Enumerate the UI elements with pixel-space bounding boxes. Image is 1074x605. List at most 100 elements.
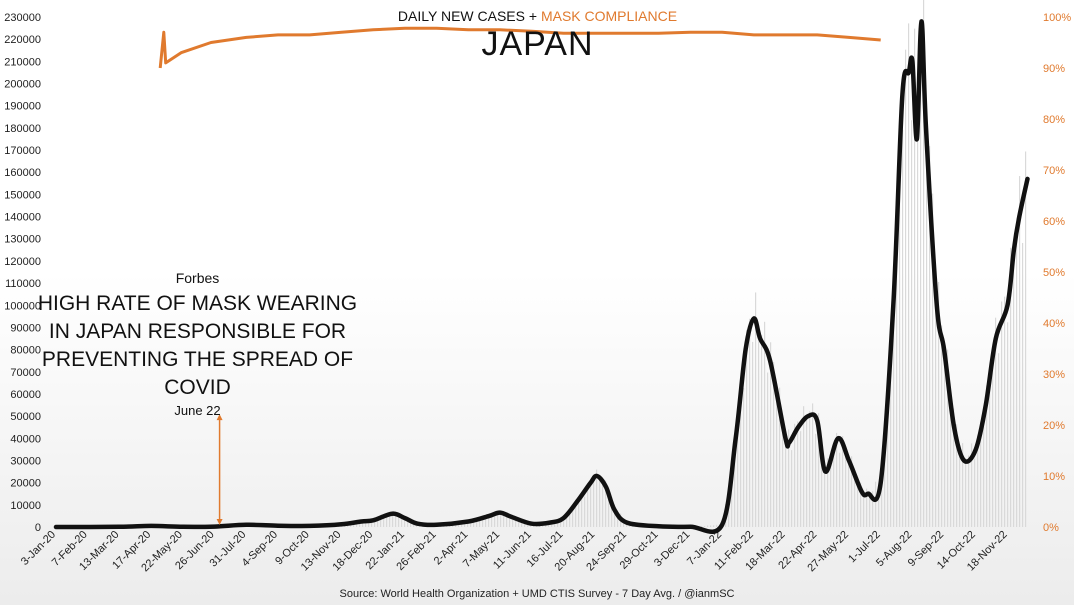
left-tick-label: 120000 xyxy=(4,256,41,268)
daily-bar xyxy=(1016,225,1018,527)
daily-bar xyxy=(854,474,856,527)
daily-bar xyxy=(353,523,355,527)
daily-bar xyxy=(800,431,802,527)
left-axis: 0 10000 20000 30000 40000 50000 60000 70000 8000… xyxy=(4,12,41,534)
daily-bar xyxy=(368,521,370,527)
daily-bar xyxy=(737,424,739,527)
left-tick-label: 200000 xyxy=(4,79,41,91)
daily-bar xyxy=(884,425,886,527)
left-tick-label: 220000 xyxy=(4,34,41,46)
left-tick-label: 100000 xyxy=(4,300,41,312)
left-tick-label: 180000 xyxy=(4,123,41,135)
daily-bar xyxy=(572,504,574,527)
daily-bar xyxy=(899,121,901,528)
daily-bar xyxy=(485,515,487,527)
daily-bar xyxy=(566,514,568,527)
left-tick-label: 90000 xyxy=(10,322,41,334)
daily-bar xyxy=(584,496,586,527)
daily-bar xyxy=(953,408,955,527)
daily-bar xyxy=(767,372,769,527)
daily-bar xyxy=(746,329,748,527)
left-tick-label: 50000 xyxy=(10,411,41,423)
daily-bar xyxy=(383,516,385,527)
daily-bar xyxy=(989,382,991,527)
arrow-tail xyxy=(216,414,223,421)
right-tick-label: 40% xyxy=(1043,318,1065,330)
daily-bar xyxy=(611,497,613,527)
right-axis: 0% 10% 20% 30% 40% 50% 60% 70% 80% 90% 100% xyxy=(1043,12,1071,534)
daily-bar xyxy=(983,426,985,527)
left-tick-label: 150000 xyxy=(4,189,41,201)
daily-bar xyxy=(965,458,967,527)
daily-bar xyxy=(803,406,805,527)
daily-bar xyxy=(869,490,871,527)
daily-bar xyxy=(590,480,592,527)
daily-bar xyxy=(398,514,400,527)
daily-bar xyxy=(740,381,742,527)
daily-bar xyxy=(563,517,565,527)
daily-bar xyxy=(836,432,838,527)
left-tick-label: 60000 xyxy=(10,389,41,401)
daily-bar xyxy=(464,522,466,527)
daily-bar xyxy=(827,458,829,527)
mask-compliance-line xyxy=(158,26,881,69)
daily-bar xyxy=(770,342,772,527)
daily-bar xyxy=(797,421,799,527)
daily-bar xyxy=(929,146,931,528)
left-tick-label: 80000 xyxy=(10,345,41,357)
daily-bar xyxy=(503,513,505,527)
arrow-head xyxy=(216,519,223,525)
daily-bar xyxy=(716,524,718,527)
daily-bar xyxy=(845,447,847,527)
daily-bar xyxy=(593,482,595,527)
daily-bar xyxy=(890,328,892,527)
daily-bar xyxy=(902,129,904,527)
title-cases: DAILY NEW CASES + xyxy=(397,8,538,24)
daily-bar xyxy=(404,516,406,527)
annotation-date: June 22 xyxy=(174,403,221,418)
daily-bar xyxy=(893,300,895,527)
daily-bar xyxy=(815,433,817,527)
daily-bar xyxy=(410,520,412,527)
daily-bar xyxy=(362,521,364,527)
daily-bar xyxy=(551,522,553,527)
daily-bar xyxy=(749,318,751,527)
daily-bar xyxy=(992,358,994,527)
daily-bar xyxy=(614,507,616,527)
country-title: JAPAN xyxy=(481,25,594,63)
daily-bar xyxy=(806,420,808,527)
daily-bar xyxy=(995,317,997,527)
left-tick-label: 0 xyxy=(35,522,41,534)
daily-bar xyxy=(905,49,907,527)
daily-bar xyxy=(863,497,865,527)
left-tick-label: 110000 xyxy=(5,278,41,290)
daily-bar xyxy=(881,474,883,527)
daily-bar xyxy=(701,525,703,527)
daily-bar xyxy=(839,452,841,527)
daily-bar xyxy=(812,403,814,527)
daily-bar xyxy=(818,413,820,527)
right-tick-label: 60% xyxy=(1043,216,1065,228)
daily-bar xyxy=(755,292,757,527)
daily-bar xyxy=(791,450,793,527)
daily-bar xyxy=(788,429,790,527)
right-tick-label: 0% xyxy=(1043,522,1059,534)
right-tick-label: 10% xyxy=(1043,471,1065,483)
daily-bar xyxy=(956,424,958,527)
daily-bar xyxy=(467,521,469,527)
left-tick-label: 230000 xyxy=(4,12,41,24)
daily-bar xyxy=(962,443,964,527)
title-mask: MASK COMPLIANCE xyxy=(540,8,678,24)
daily-bar xyxy=(947,349,949,527)
daily-bar xyxy=(509,514,511,527)
daily-bar xyxy=(944,347,946,527)
right-tick-label: 80% xyxy=(1043,114,1065,126)
daily-bar xyxy=(734,447,736,527)
daily-bar xyxy=(758,330,760,527)
left-tick-label: 140000 xyxy=(4,212,41,224)
daily-bar xyxy=(842,436,844,527)
daily-bar xyxy=(392,514,394,527)
daily-bar xyxy=(860,482,862,527)
left-tick-label: 20000 xyxy=(10,478,41,490)
